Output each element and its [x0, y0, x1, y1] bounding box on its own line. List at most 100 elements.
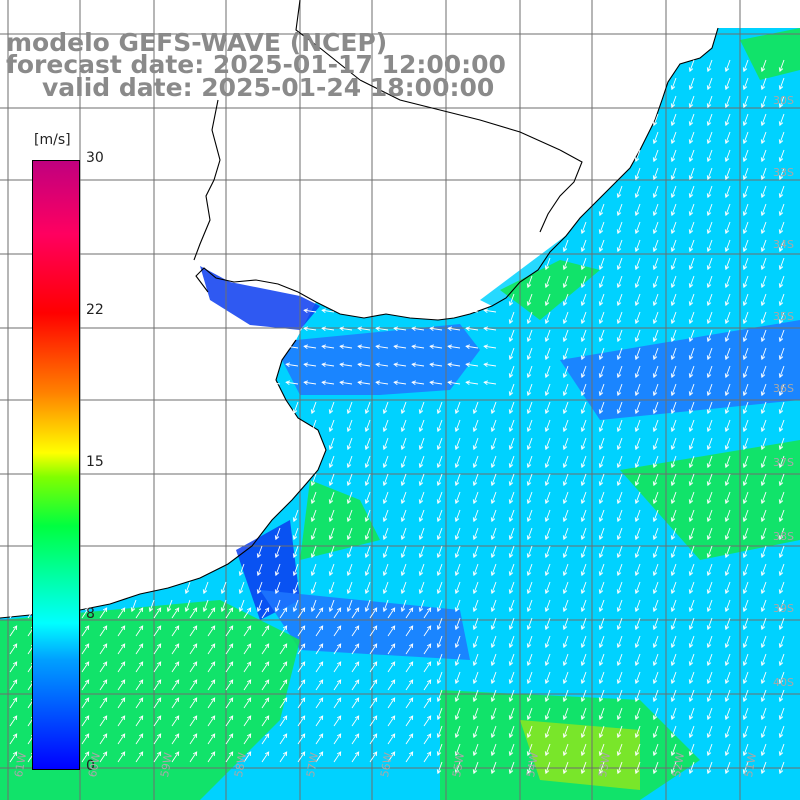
wind-arrow [329, 473, 335, 486]
wind-arrow [743, 149, 749, 162]
wind-arrow-head [778, 715, 784, 721]
wind-arrow [225, 697, 234, 709]
wind-arrow-head [562, 463, 568, 469]
wind-arrow [779, 203, 785, 216]
wind-arrow [117, 661, 126, 673]
wind-arrow-head [616, 193, 622, 199]
wind-arrow [761, 491, 767, 504]
wind-arrow-head [616, 571, 622, 577]
wind-arrow [581, 221, 587, 234]
wind-arrow-head [706, 103, 712, 109]
wind-arrow [185, 599, 191, 612]
wind-arrow-head [346, 589, 352, 595]
wind-arrow-head [472, 553, 478, 559]
wind-arrow-head [364, 553, 370, 559]
wind-arrow-head [652, 355, 658, 361]
speed-patch [620, 440, 800, 560]
wind-arrow [527, 311, 533, 324]
wind-arrow-head [526, 481, 532, 487]
wind-arrow-head [292, 571, 298, 577]
wind-arrow-head [184, 607, 190, 613]
wind-arrow [527, 689, 533, 702]
wind-arrow [369, 679, 378, 691]
wind-arrow-head [580, 283, 586, 289]
wind-arrow [617, 509, 623, 522]
wind-arrow [437, 653, 443, 666]
wind-arrow-head [339, 326, 345, 331]
colorbar-unit: [m/s] [34, 132, 71, 148]
wind-arrow-head [760, 517, 766, 523]
wind-arrow [725, 743, 731, 756]
wind-arrow-head [454, 553, 460, 559]
wind-arrow-head [339, 362, 345, 367]
wind-arrow [365, 581, 371, 594]
wind-arrow-head [357, 362, 363, 367]
wind-arrow [653, 671, 659, 684]
wind-arrow-head [688, 499, 694, 505]
wind-arrow [581, 257, 587, 270]
wind-arrow [351, 715, 360, 727]
wind-arrow-head [310, 553, 316, 559]
wind-arrow [135, 679, 144, 691]
wind-arrow [581, 365, 587, 378]
wind-arrow [333, 679, 342, 691]
wind-arrow-head [508, 625, 514, 631]
wind-arrow [394, 327, 407, 331]
wind-arrow [779, 419, 785, 432]
wind-arrow [358, 327, 371, 331]
wind-arrow [153, 643, 162, 655]
wind-arrow-head [336, 661, 342, 667]
wind-arrow [617, 311, 623, 324]
wind-arrow-head [688, 769, 694, 775]
wind-arrow-head [390, 697, 396, 703]
wind-arrow-head [436, 589, 442, 595]
wind-arrow [635, 257, 641, 270]
wind-arrow [455, 491, 461, 504]
wind-arrow-head [544, 337, 550, 343]
wind-arrow-head [120, 697, 126, 703]
wind-arrow-head [706, 697, 712, 703]
wind-arrow [527, 437, 533, 450]
wind-arrow-head [174, 625, 180, 631]
wind-arrow-head [706, 607, 712, 613]
wind-arrow [261, 697, 270, 709]
wind-arrow-head [282, 643, 288, 649]
wind-arrow-head [508, 517, 514, 523]
wind-arrow [419, 419, 425, 432]
wind-arrow [725, 725, 731, 738]
wind-arrow [545, 275, 551, 288]
wind-arrow-head [580, 301, 586, 307]
wind-arrow-head [598, 571, 604, 577]
wind-arrow [135, 751, 144, 763]
wind-arrow-head [706, 157, 712, 163]
wind-arrow [779, 725, 785, 738]
wind-arrow-head [336, 733, 342, 739]
wind-arrow [707, 617, 713, 630]
wind-arrow-head [760, 697, 766, 703]
wind-arrow [304, 327, 317, 331]
wind-arrow-head [760, 121, 766, 127]
wind-arrow [448, 345, 461, 349]
wind-arrow-head [670, 733, 676, 739]
wind-arrow-head [724, 85, 730, 91]
wind-arrow-head [465, 308, 471, 313]
wind-arrow [189, 733, 198, 745]
wind-arrow-head [408, 733, 414, 739]
wind-arrow [761, 347, 767, 360]
wind-arrow [779, 347, 785, 360]
wind-arrow-head [138, 643, 144, 649]
wind-arrow-head [210, 643, 216, 649]
wind-arrow-head [264, 733, 270, 739]
wind-arrow [599, 563, 605, 576]
wind-arrow-head [670, 679, 676, 685]
wind-arrow-head [436, 733, 442, 739]
wind-arrow [761, 743, 767, 756]
wind-arrow-head [282, 715, 288, 721]
wind-arrow-head [688, 481, 694, 487]
wind-arrow [419, 545, 425, 558]
wind-arrow [617, 581, 623, 594]
wind-arrow-head [598, 265, 604, 271]
wind-arrow-head [310, 517, 316, 523]
wind-arrow [635, 347, 641, 360]
wind-arrow-head [328, 517, 334, 523]
